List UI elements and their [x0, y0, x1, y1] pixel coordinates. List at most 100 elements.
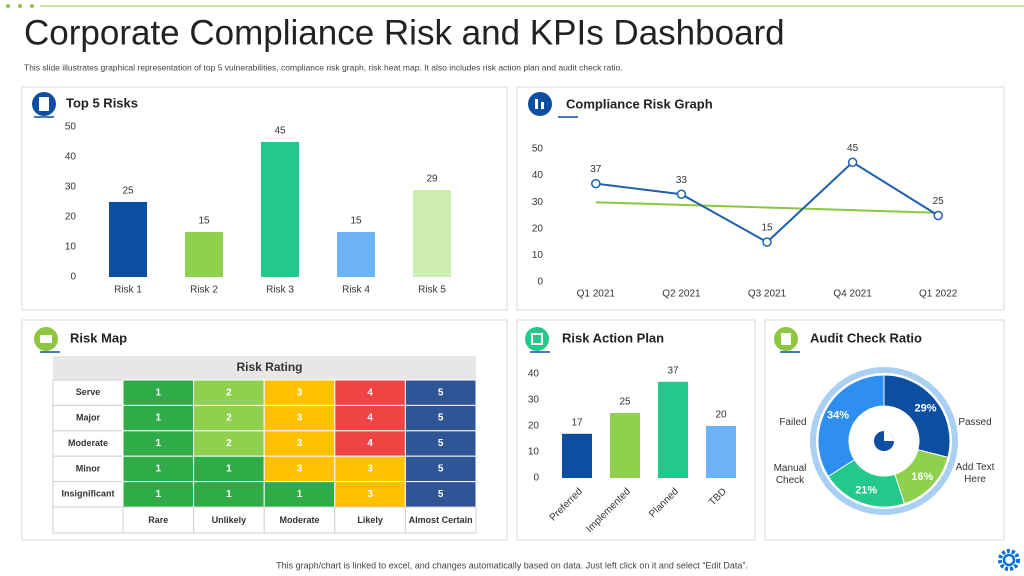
icon-glyph [40, 335, 52, 343]
column-label: Almost Certain [408, 515, 473, 525]
column-label-box: Unlikely [211, 515, 247, 525]
gear [1002, 553, 1016, 567]
x-tick-label: Risk 1 [114, 285, 142, 296]
heat-cell [404, 481, 477, 508]
data-label: 15 [350, 216, 362, 227]
data-label: 15 [761, 223, 773, 234]
y-tick-label: 20 [65, 212, 77, 223]
bar [185, 232, 223, 277]
cell-value: 2 [226, 413, 232, 424]
heat-cell [263, 379, 336, 406]
bar [413, 190, 451, 277]
table-header [53, 356, 476, 380]
cell-value: 5 [438, 387, 444, 398]
column-label-box: Likely [357, 515, 383, 525]
cell-value: 5 [438, 413, 444, 424]
data-label: 20 [715, 410, 727, 421]
panel-title: Compliance Risk Graph [566, 96, 713, 111]
column-label: Rare [148, 515, 169, 525]
column-label: Unlikely [211, 515, 247, 525]
x-tick-label: Q3 2021 [748, 289, 787, 300]
heat-cell [263, 455, 336, 483]
column-label-box: Almost Certain [408, 515, 473, 525]
heat-cell [263, 481, 336, 508]
marker [762, 237, 772, 247]
row-header [52, 404, 124, 432]
icon-glyph [535, 99, 538, 109]
icon-glyph [531, 333, 543, 345]
cell-value: 4 [367, 438, 373, 449]
marker [676, 189, 687, 199]
row-header [52, 455, 124, 483]
y-tick-label: 20 [528, 421, 540, 432]
heat-cell [334, 404, 406, 432]
data-label: 45 [847, 143, 859, 154]
x-tick-label: Risk 5 [418, 285, 446, 296]
column-label-box: Moderate [279, 515, 320, 525]
cell-value: 4 [367, 387, 373, 398]
data-label: 15 [198, 216, 210, 227]
y-tick-label: 0 [537, 277, 543, 288]
heat-cell [404, 404, 477, 432]
category-label: Manual Check [773, 463, 807, 486]
data-label: 17 [571, 417, 583, 428]
cell-value: 5 [438, 438, 444, 449]
heat-cell [193, 481, 265, 508]
heat-cell [404, 379, 477, 406]
heat-cell [334, 481, 406, 508]
x-tick-label: Q2 2021 [662, 289, 701, 300]
row-header [52, 481, 124, 508]
bar [610, 413, 640, 478]
column-header [263, 506, 336, 534]
table-heading: Risk Rating [236, 360, 302, 374]
marker [591, 178, 601, 189]
category-label-box: Failed [779, 417, 806, 428]
data-label: 25 [122, 186, 134, 197]
panel-title: Top 5 Risks [66, 95, 138, 110]
cell-value: 5 [438, 464, 444, 475]
bar [109, 202, 147, 277]
y-tick-label: 30 [532, 197, 544, 208]
y-tick-label: 0 [70, 272, 76, 283]
heat-cell [334, 455, 406, 483]
category-label: Add Text Here [955, 462, 995, 485]
bar [658, 381, 688, 478]
heat-cell [122, 430, 195, 457]
y-tick-label: 0 [533, 473, 539, 484]
column-label: Moderate [279, 515, 320, 525]
slice-label: 34% [827, 410, 849, 422]
footer-note: This graph/chart is linked to excel, and… [276, 560, 748, 570]
x-tick-label: Q1 2021 [577, 289, 616, 300]
row-label: Major [76, 412, 101, 422]
slice-label: 21% [855, 484, 877, 496]
cell-value: 1 [156, 413, 162, 424]
cell-value: 1 [297, 489, 303, 500]
heat-cell [122, 455, 195, 483]
y-tick-label: 40 [65, 152, 77, 163]
data-label: 33 [676, 175, 688, 186]
column-label-box: Rare [148, 515, 169, 525]
y-tick-label: 30 [65, 182, 77, 193]
cell-value: 1 [156, 464, 162, 475]
category-label-box: Passed [958, 417, 992, 428]
slice-label: 29% [914, 403, 936, 415]
cell-value: 3 [297, 413, 303, 424]
cell-value: 2 [226, 438, 232, 449]
y-tick-label: 50 [532, 144, 544, 155]
y-tick-label: 10 [65, 242, 77, 253]
x-tick-label: Risk 3 [266, 285, 294, 296]
cell-value: 1 [156, 489, 162, 500]
line [595, 201, 939, 214]
panel-title: Risk Map [70, 330, 127, 345]
category-label: Passed [958, 417, 992, 428]
row-label: Serve [76, 387, 101, 397]
bar [337, 232, 375, 277]
column-header [193, 506, 265, 534]
panel-title: Audit Check Ratio [810, 330, 922, 345]
icon [528, 92, 552, 116]
data-label: 37 [667, 365, 679, 376]
bar [706, 426, 736, 478]
cell-value: 3 [367, 464, 373, 475]
data-label: 37 [590, 164, 602, 175]
